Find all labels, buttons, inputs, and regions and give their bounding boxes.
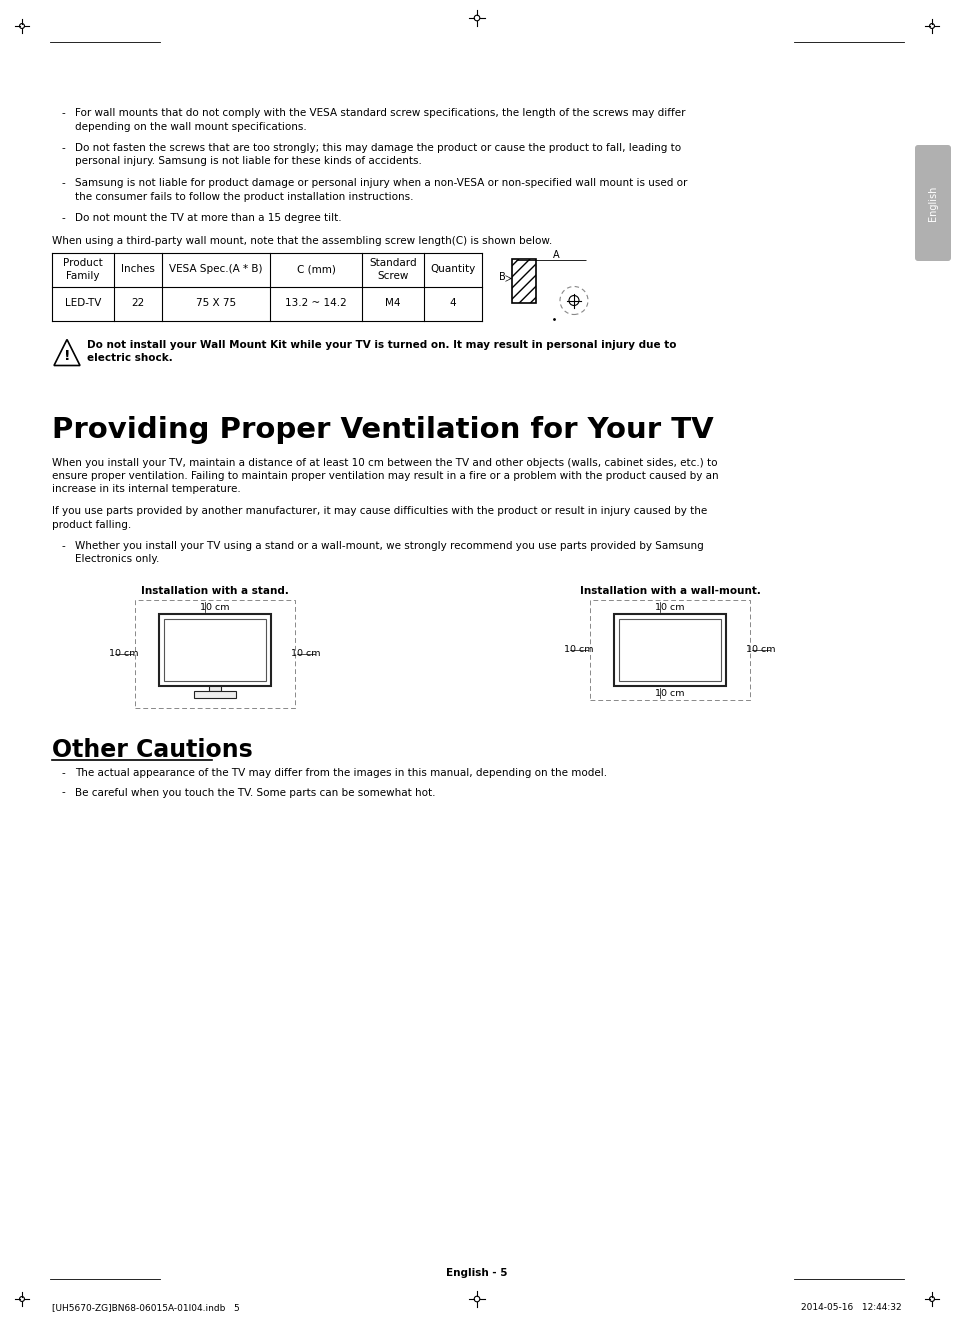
Text: -: -	[61, 108, 65, 118]
Text: When you install your TV, maintain a distance of at least 10 cm between the TV a: When you install your TV, maintain a dis…	[52, 457, 717, 468]
Text: The actual appearance of the TV may differ from the images in this manual, depen: The actual appearance of the TV may diff…	[75, 768, 606, 778]
Text: depending on the wall mount specifications.: depending on the wall mount specificatio…	[75, 122, 307, 132]
FancyBboxPatch shape	[914, 145, 950, 262]
Text: 10 cm: 10 cm	[109, 650, 138, 658]
Text: -: -	[61, 768, 65, 778]
Bar	[135, 600, 294, 708]
Text: !: !	[64, 349, 71, 363]
Text: -: -	[61, 542, 65, 551]
Text: -: -	[61, 143, 65, 153]
Text: Product
Family: Product Family	[63, 259, 103, 280]
Text: Be careful when you touch the TV. Some parts can be somewhat hot.: Be careful when you touch the TV. Some p…	[75, 787, 435, 798]
Text: the consumer fails to follow the product installation instructions.: the consumer fails to follow the product…	[75, 192, 413, 202]
Text: When using a third-party wall mount, note that the assembling screw length(C) is: When using a third-party wall mount, not…	[52, 236, 552, 247]
Text: M4: M4	[385, 299, 400, 309]
Bar	[614, 614, 725, 686]
Text: 10 cm: 10 cm	[563, 646, 593, 654]
Text: 13.2 ~ 14.2: 13.2 ~ 14.2	[285, 299, 347, 309]
Text: 4: 4	[449, 299, 456, 309]
Text: 10 cm: 10 cm	[655, 602, 684, 612]
Text: Electronics only.: Electronics only.	[75, 555, 159, 564]
Text: 2014-05-16   12:44:32: 2014-05-16 12:44:32	[801, 1303, 901, 1312]
Text: product falling.: product falling.	[52, 519, 132, 530]
Text: For wall mounts that do not comply with the VESA standard screw specifications, : For wall mounts that do not comply with …	[75, 108, 685, 118]
Text: Do not install your Wall Mount Kit while your TV is turned on. It may result in : Do not install your Wall Mount Kit while…	[87, 339, 676, 350]
Text: 10 cm: 10 cm	[200, 602, 230, 612]
Text: 10 cm: 10 cm	[745, 646, 775, 654]
Bar	[618, 620, 720, 682]
Text: ensure proper ventilation. Failing to maintain proper ventilation may result in : ensure proper ventilation. Failing to ma…	[52, 472, 718, 481]
Text: LED-TV: LED-TV	[65, 299, 101, 309]
Bar	[159, 614, 271, 686]
Bar	[512, 259, 536, 303]
Text: English: English	[927, 185, 937, 221]
Text: 22: 22	[132, 299, 145, 309]
Text: Other Cautions: Other Cautions	[52, 738, 253, 762]
Text: Do not fasten the screws that are too strongly; this may damage the product or c: Do not fasten the screws that are too st…	[75, 143, 680, 153]
Bar	[164, 620, 266, 682]
Bar	[209, 686, 221, 691]
Text: 10 cm: 10 cm	[292, 650, 320, 658]
Text: Quantity: Quantity	[430, 264, 476, 275]
Text: 10 cm: 10 cm	[655, 688, 684, 697]
Text: If you use parts provided by another manufacturer, it may cause difficulties wit: If you use parts provided by another man…	[52, 506, 706, 517]
Text: B: B	[498, 272, 505, 281]
Text: Inches: Inches	[121, 264, 154, 275]
Text: VESA Spec.(A * B): VESA Spec.(A * B)	[169, 264, 262, 275]
Text: -: -	[61, 178, 65, 188]
Text: 75 X 75: 75 X 75	[195, 299, 235, 309]
Text: Installation with a stand.: Installation with a stand.	[141, 587, 289, 596]
Text: -: -	[61, 213, 65, 223]
Text: personal injury. Samsung is not liable for these kinds of accidents.: personal injury. Samsung is not liable f…	[75, 156, 421, 166]
Text: increase in its internal temperature.: increase in its internal temperature.	[52, 485, 240, 494]
Text: Standard
Screw: Standard Screw	[369, 259, 416, 280]
Text: Whether you install your TV using a stand or a wall-mount, we strongly recommend: Whether you install your TV using a stan…	[75, 542, 703, 551]
Text: Do not mount the TV at more than a 15 degree tilt.: Do not mount the TV at more than a 15 de…	[75, 213, 341, 223]
Text: English - 5: English - 5	[446, 1268, 507, 1277]
Text: Samsung is not liable for product damage or personal injury when a non-VESA or n: Samsung is not liable for product damage…	[75, 178, 687, 188]
Text: A: A	[552, 251, 558, 260]
Text: [UH5670-ZG]BN68-06015A-01I04.indb   5: [UH5670-ZG]BN68-06015A-01I04.indb 5	[52, 1303, 239, 1312]
Text: Providing Proper Ventilation for Your TV: Providing Proper Ventilation for Your TV	[52, 416, 713, 444]
Text: -: -	[61, 787, 65, 798]
Text: electric shock.: electric shock.	[87, 353, 172, 363]
Text: C (mm): C (mm)	[296, 264, 335, 275]
Bar	[193, 691, 235, 697]
Bar	[589, 600, 749, 700]
Text: Installation with a wall-mount.: Installation with a wall-mount.	[579, 587, 760, 596]
